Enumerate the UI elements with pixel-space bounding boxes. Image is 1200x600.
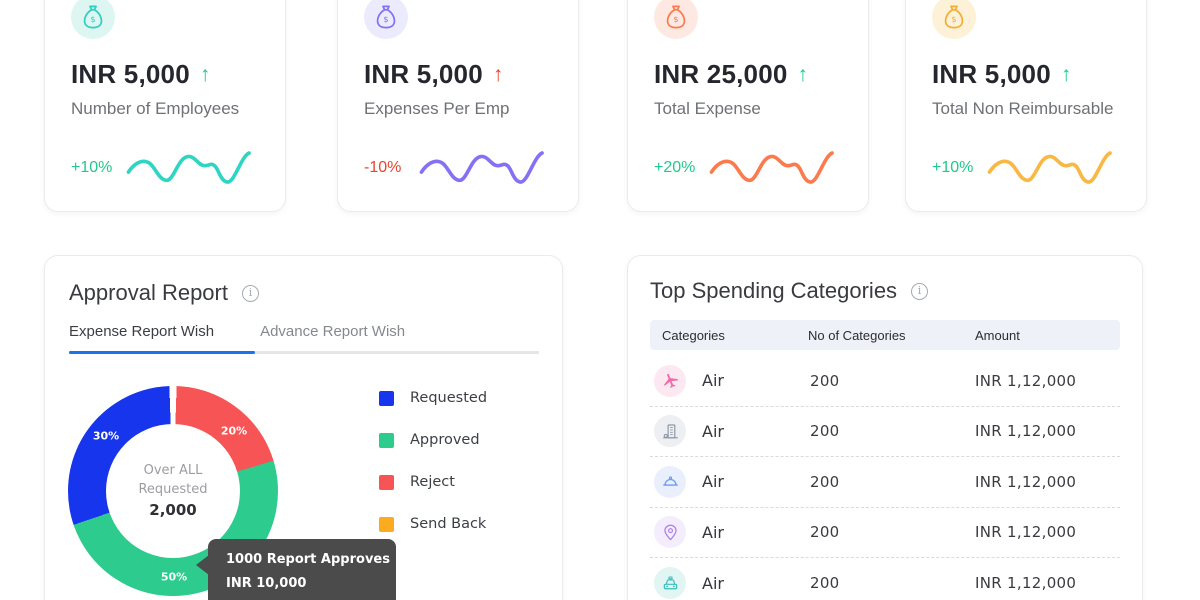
category-name: Air — [702, 421, 724, 441]
legend-label: Send Back — [410, 516, 487, 532]
table-row[interactable]: Air 200 INR 1,12,000 — [650, 457, 1120, 508]
sparkline-chart — [987, 151, 1112, 184]
stat-delta: +10% — [71, 159, 113, 176]
stat-delta: +20% — [654, 159, 696, 176]
category-amount: INR 1,12,000 — [975, 422, 1077, 441]
legend-item-approved[interactable]: Approved — [379, 432, 487, 448]
stat-value: INR 5,000 — [364, 59, 483, 89]
stat-delta: +10% — [932, 159, 974, 176]
category-name: Air — [702, 472, 724, 492]
stat-card-total-expense: INR 25,000 ↑ Total Expense +20% — [627, 0, 869, 212]
tooltip-line1: 1000 Report Approves — [226, 552, 390, 567]
sparkline-chart — [126, 151, 251, 184]
top-spending-panel: Top Spending Categories i Categories No … — [627, 255, 1143, 600]
category-count: 200 — [810, 422, 840, 441]
table-row[interactable]: Air 200 INR 1,12,000 — [650, 356, 1120, 407]
stat-label: Total Non Reimbursable — [932, 99, 1114, 118]
slice-label-approved: 50% — [160, 570, 188, 584]
stat-card-expenses-per-emp: INR 5,000 ↑ Expenses Per Emp -10% — [337, 0, 579, 212]
trend-up-icon: ↑ — [492, 63, 504, 86]
location-pin-icon — [654, 516, 686, 549]
info-icon[interactable]: i — [911, 282, 929, 300]
slice-label-reject: 20% — [220, 424, 248, 438]
category-name: Air — [702, 371, 724, 391]
approval-report-panel: Approval Report i Expense Report Wish Ad… — [44, 255, 563, 600]
plane-icon — [654, 364, 686, 397]
stat-label: Number of Employees — [71, 99, 240, 118]
money-bag-icon — [654, 0, 698, 39]
slice-label-requested: 30% — [92, 429, 120, 443]
stat-card-employees: INR 5,000 ↑ Number of Employees +10% — [44, 0, 286, 212]
table-row[interactable]: Air 200 INR 1,12,000 — [650, 407, 1120, 457]
legend-swatch — [379, 432, 394, 448]
legend-label: Reject — [410, 474, 455, 490]
legend-item-reject[interactable]: Reject — [379, 474, 487, 490]
money-bag-icon — [364, 0, 408, 39]
approval-tabs: Expense Report Wish Advance Report Wish — [69, 323, 539, 354]
stat-delta: -10% — [364, 159, 402, 176]
category-amount: INR 1,12,000 — [975, 523, 1077, 542]
donut-center-total: 2,000 — [149, 501, 197, 519]
stat-value: INR 5,000 — [932, 59, 1051, 89]
stat-label: Expenses Per Emp — [364, 99, 510, 118]
trend-up-icon: ↑ — [797, 63, 809, 86]
tab-advance-report-wish[interactable]: Advance Report Wish — [260, 323, 406, 340]
category-count: 200 — [810, 523, 840, 542]
donut-center-text: Over ALL — [143, 463, 203, 478]
legend-item-requested[interactable]: Requested — [379, 390, 487, 406]
stat-value: INR 25,000 — [654, 59, 788, 89]
category-amount: INR 1,12,000 — [975, 472, 1077, 491]
donut-tooltip: 1000 Report Approves INR 10,000 — [196, 539, 396, 600]
trend-up-icon: ↑ — [1060, 63, 1072, 86]
trend-up-icon: ↑ — [199, 63, 211, 86]
category-count: 200 — [810, 574, 840, 593]
active-tab-indicator — [69, 351, 255, 354]
category-name: Air — [702, 522, 724, 542]
column-categories: Categories — [662, 327, 725, 343]
cloche-icon — [654, 465, 686, 498]
donut-center: Over ALL Requested 2,000 — [106, 424, 240, 558]
category-count: 200 — [810, 371, 840, 390]
legend-swatch — [379, 516, 394, 532]
spending-table-header: Categories No of Categories Amount — [650, 320, 1120, 350]
taxi-icon — [654, 567, 686, 600]
approval-donut-chart[interactable]: Over ALL Requested 2,000 20% 50% 30% — [68, 386, 278, 596]
info-icon[interactable]: i — [241, 284, 259, 302]
building-icon — [654, 415, 686, 448]
stat-card-non-reimbursable: INR 5,000 ↑ Total Non Reimbursable +10% — [905, 0, 1147, 212]
table-row[interactable]: Air 200 INR 1,12,000 — [650, 558, 1120, 600]
category-name: Air — [702, 573, 724, 593]
legend-swatch — [379, 390, 394, 406]
money-bag-icon — [932, 0, 976, 39]
table-row[interactable]: Air 200 INR 1,12,000 — [650, 508, 1120, 558]
category-count: 200 — [810, 472, 840, 491]
top-spending-title: Top Spending Categories — [650, 278, 898, 303]
money-bag-icon — [71, 0, 115, 39]
legend-swatch — [379, 474, 394, 490]
category-amount: INR 1,12,000 — [975, 574, 1077, 593]
sparkline-chart — [419, 151, 544, 184]
donut-legend: Requested Approved Reject Send Back — [379, 390, 487, 558]
approval-report-title: Approval Report — [69, 280, 228, 305]
legend-label: Requested — [410, 390, 488, 406]
legend-label: Approved — [410, 432, 480, 448]
legend-item-send-back[interactable]: Send Back — [379, 516, 487, 532]
column-no-of-categories: No of Categories — [808, 327, 906, 343]
stat-label: Total Expense — [654, 99, 761, 118]
column-amount: Amount — [975, 327, 1020, 343]
tooltip-line2: INR 10,000 — [226, 576, 307, 592]
spending-rows: Air 200 INR 1,12,000 Air 200 INR 1,12,00… — [650, 356, 1120, 600]
donut-center-text: Requested — [138, 482, 208, 497]
category-amount: INR 1,12,000 — [975, 371, 1077, 390]
tab-expense-report-wish[interactable]: Expense Report Wish — [69, 323, 215, 340]
sparkline-chart — [709, 151, 834, 184]
stat-value: INR 5,000 — [71, 59, 190, 89]
